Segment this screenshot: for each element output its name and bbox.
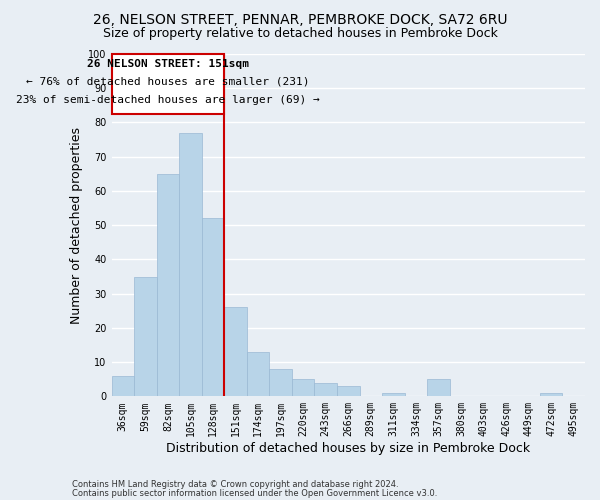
Bar	[179, 132, 202, 396]
Text: Size of property relative to detached houses in Pembroke Dock: Size of property relative to detached ho…	[103, 28, 497, 40]
Bar	[224, 308, 247, 396]
X-axis label: Distribution of detached houses by size in Pembroke Dock: Distribution of detached houses by size …	[166, 442, 530, 455]
Bar	[112, 376, 134, 396]
Bar	[427, 379, 450, 396]
Bar	[382, 393, 404, 396]
Bar	[269, 369, 292, 396]
Bar	[540, 393, 562, 396]
Text: Contains public sector information licensed under the Open Government Licence v3: Contains public sector information licen…	[72, 488, 437, 498]
Bar	[292, 379, 314, 396]
Text: ← 76% of detached houses are smaller (231): ← 76% of detached houses are smaller (23…	[26, 76, 310, 86]
Bar	[134, 276, 157, 396]
Bar	[314, 382, 337, 396]
Bar	[157, 174, 179, 396]
FancyBboxPatch shape	[112, 54, 224, 114]
Bar	[247, 352, 269, 397]
Text: 26 NELSON STREET: 151sqm: 26 NELSON STREET: 151sqm	[87, 59, 249, 69]
Text: 26, NELSON STREET, PENNAR, PEMBROKE DOCK, SA72 6RU: 26, NELSON STREET, PENNAR, PEMBROKE DOCK…	[93, 12, 507, 26]
Y-axis label: Number of detached properties: Number of detached properties	[70, 126, 83, 324]
Bar	[337, 386, 359, 396]
Text: 23% of semi-detached houses are larger (69) →: 23% of semi-detached houses are larger (…	[16, 95, 320, 105]
Text: Contains HM Land Registry data © Crown copyright and database right 2024.: Contains HM Land Registry data © Crown c…	[72, 480, 398, 489]
Bar	[202, 218, 224, 396]
